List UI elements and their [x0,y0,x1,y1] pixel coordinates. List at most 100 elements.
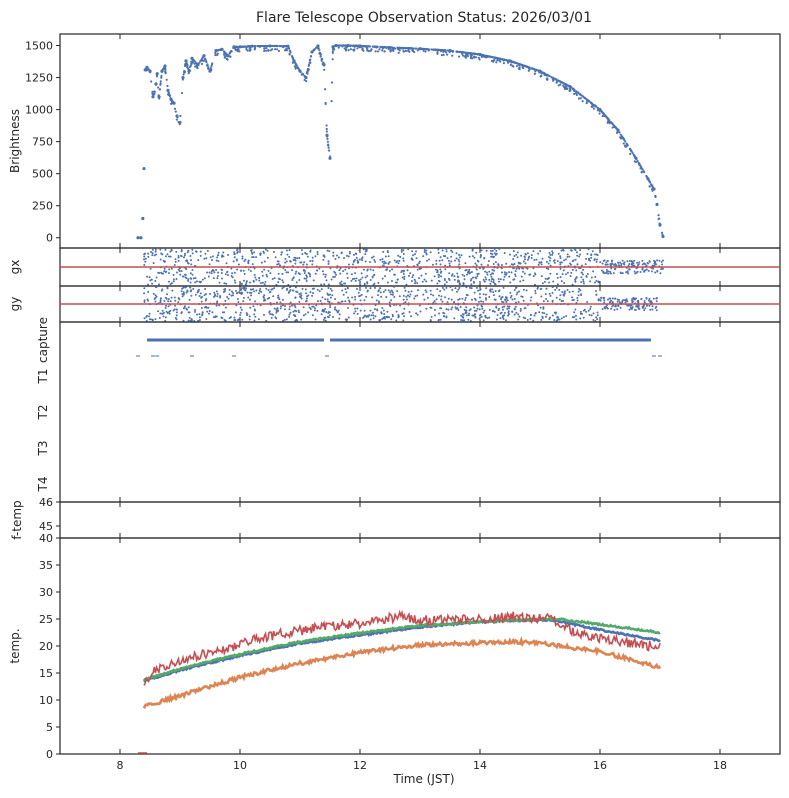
gx-point [305,277,308,280]
gy-point [429,289,432,292]
gy-point [160,289,163,292]
gx-point [545,267,548,270]
gx-point [549,253,552,256]
gx-point [292,276,295,279]
gx-point [374,260,377,263]
brightness-point [661,235,665,238]
gx-point [217,271,220,274]
gy-point [198,319,201,322]
brightness-point [477,56,480,59]
brightness-point [608,122,611,125]
axes-frame-brightness [59,33,781,249]
gy-point [376,294,379,297]
gy-point [201,311,204,314]
gy-point [348,299,351,302]
gy-point [575,318,578,321]
gx-point [617,261,620,264]
gy-point [560,317,563,320]
gy-point [324,298,327,301]
brightness-point [144,68,147,71]
gx-point [144,257,147,260]
gy-point [454,287,457,290]
gx-point [354,252,357,255]
gx-point [383,262,386,265]
gy-point [316,309,319,312]
brightness-point [458,50,461,53]
gy-point [147,299,150,302]
gy-point [513,308,516,311]
gx-point [560,249,563,252]
gy-point [311,305,314,308]
gy-point [283,305,286,308]
brightness-point [496,59,499,62]
gy-point [563,291,566,294]
gy-point [450,298,453,301]
gx-point [437,248,440,251]
gy-point [152,292,155,295]
gy-point [143,292,146,295]
y-tick-label-temp: 20 [39,640,53,653]
gy-point [492,294,495,297]
gy-point [200,314,203,317]
gx-point [430,279,433,282]
gy-point [440,295,443,298]
gy-point [329,287,332,290]
gx-point [184,274,187,277]
gy-point [190,294,193,297]
temp-series-blue [143,617,661,683]
gy-point [595,316,598,319]
gx-point [241,257,244,260]
gx-point [354,258,357,261]
gy-point [507,310,510,313]
gx-point [213,271,216,274]
gy-point [655,309,658,312]
gx-point [453,278,456,281]
brightness-point [451,54,454,57]
gx-point [239,269,242,272]
gy-point [461,315,464,318]
brightness-point [183,71,186,74]
gx-point [569,275,572,278]
gx-point [513,263,516,266]
gx-point [251,263,254,266]
brightness-point [225,53,228,56]
y-tick-label-brightness: 1000 [25,104,53,117]
gy-point [589,305,592,308]
gx-point [623,261,626,264]
gy-point [237,301,240,304]
gx-point [187,262,190,265]
brightness-point [180,91,184,95]
brightness-point [262,44,265,48]
gy-point [228,293,231,296]
brightness-point [319,53,322,56]
gy-point [265,287,268,290]
brightness-point [178,123,181,126]
gx-point [266,249,269,252]
gy-point [465,311,468,314]
gy-point [571,296,574,299]
gy-point [492,291,495,294]
gy-point [489,288,492,291]
gy-point [216,295,219,298]
gy-point [460,314,463,317]
gx-point [261,274,264,277]
brightness-point [540,74,543,77]
gy-point [208,309,211,312]
brightness-point [367,50,370,53]
brightness-point [626,144,629,147]
gx-point [183,254,186,257]
gy-point [482,300,485,303]
gx-point [272,250,275,253]
gy-point [608,301,611,304]
brightness-point [296,66,300,69]
brightness-point [379,45,382,49]
gy-point [243,288,246,291]
gx-point [216,274,219,277]
gx-point [476,275,479,278]
gy-point [410,290,413,293]
brightness-point [251,45,254,48]
gy-point [592,318,595,321]
gx-point [358,249,361,252]
gx-point [398,259,401,262]
gy-point [651,305,654,308]
